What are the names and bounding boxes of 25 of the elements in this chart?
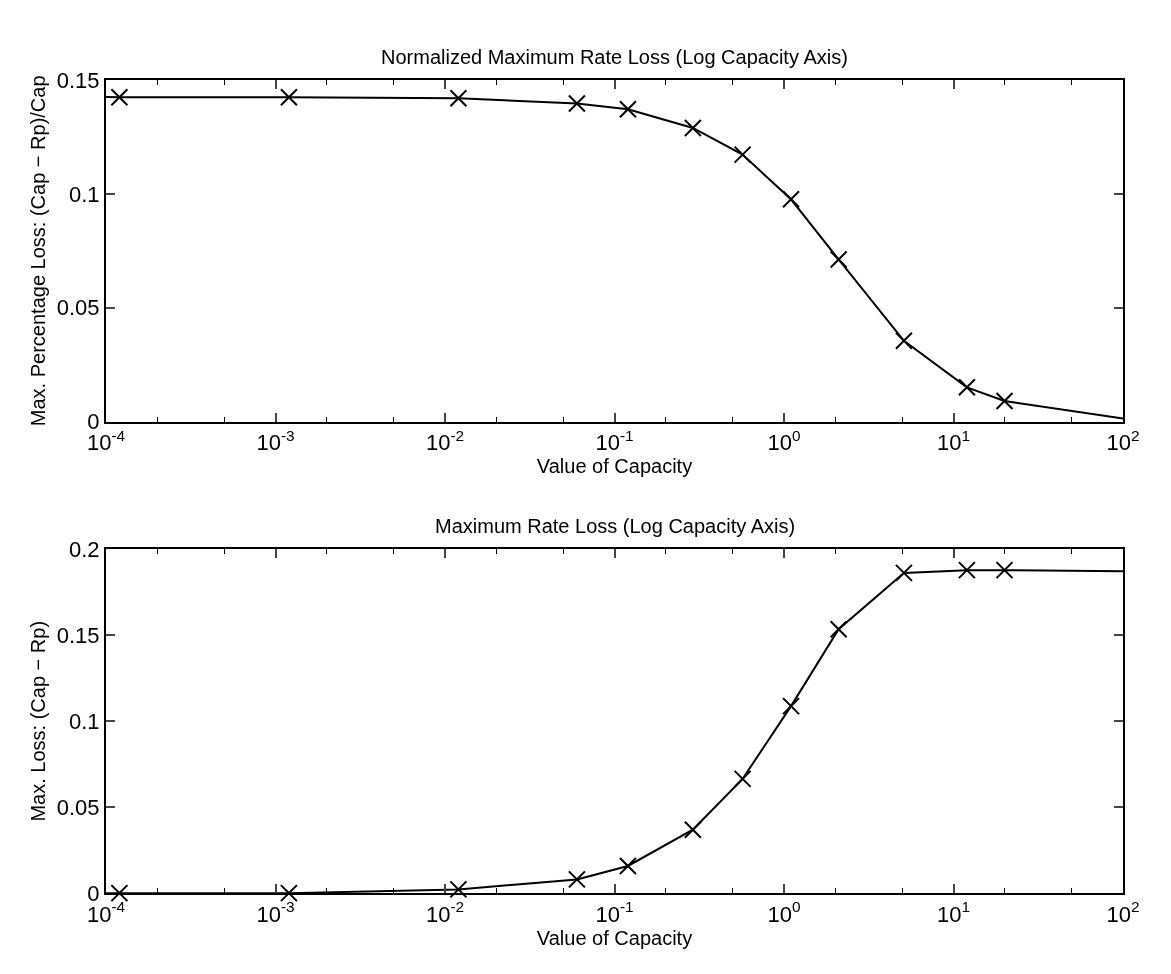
x-tick-label: 10$^{2}$	[1106, 898, 1140, 927]
x-tick-label: 10$^{1}$	[936, 426, 971, 456]
x-tick-label: 10$^{2}$	[1106, 426, 1140, 456]
chart-title: Maximum Rate Loss (Log Capacity Axis)	[435, 515, 796, 537]
y-axis-title: Max. Percentage Loss: (Cap − Rp)/Cap	[26, 75, 49, 427]
y-tick-label: 0.05	[56, 295, 100, 321]
x-tick-label: 10$^{-2}$	[425, 898, 465, 927]
x-tick-label: 10$^{1}$	[936, 898, 971, 927]
y-tick-label: 0.1	[69, 181, 100, 207]
x-tick-label: 10$^{-3}$	[256, 898, 295, 927]
x-tick-label: 10$^{-2}$	[425, 426, 465, 456]
x-tick-label: 10$^{-1}$	[595, 898, 634, 927]
x-axis-title: Value of Capacity	[536, 926, 693, 949]
y-tick-label: 0.1	[69, 708, 100, 734]
x-axis-title: Value of Capacity	[536, 455, 693, 478]
y-tick-label: 0.2	[69, 537, 100, 563]
y-axis-title: Max. Loss: (Cap − Rp)	[26, 620, 49, 822]
x-tick-label: 10$^{0}$	[767, 426, 801, 456]
chart-title: Normalized Maximum Rate Loss (Log Capacity Axis)	[381, 46, 848, 68]
y-tick-label: 0.15	[56, 67, 100, 93]
x-tick-label: 10$^{0}$	[767, 898, 801, 927]
x-tick-label: 10$^{-3}$	[256, 426, 295, 456]
y-tick-label: 0.05	[56, 794, 100, 820]
y-tick-label: 0.15	[56, 623, 100, 648]
x-tick-label: 10$^{-1}$	[595, 426, 634, 456]
